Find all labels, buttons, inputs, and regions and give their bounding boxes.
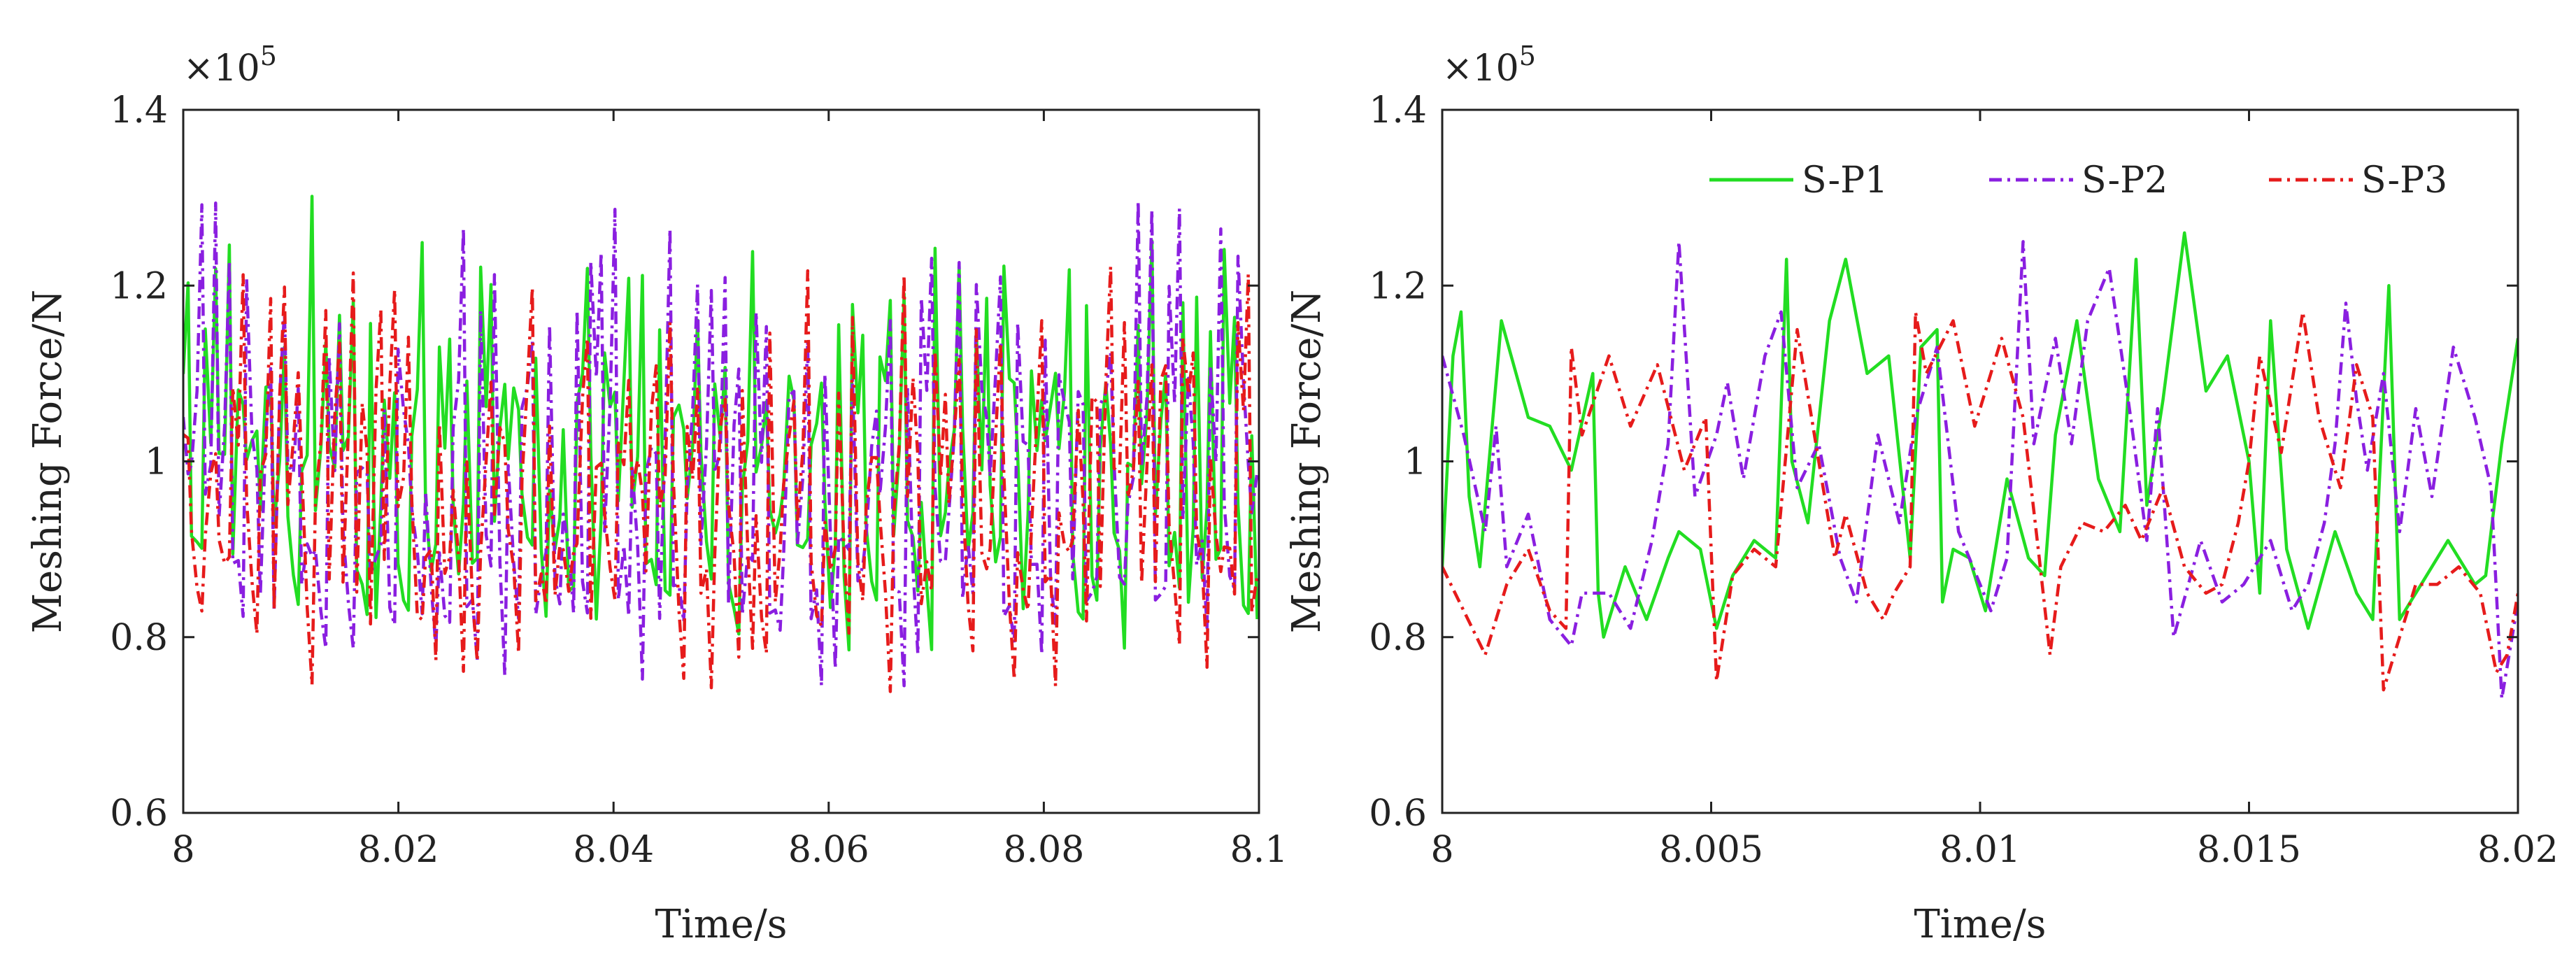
y-tick-label: 1.4 bbox=[1369, 90, 1427, 132]
x-tick-label: 8.1 bbox=[1230, 829, 1288, 871]
x-tick-label: 8.01 bbox=[1940, 829, 2021, 871]
y-tick-label: 0.6 bbox=[1369, 793, 1427, 835]
left-x-ticks: 8 8.02 8.04 8.06 8.08 8.1 bbox=[171, 110, 1288, 871]
right-x-axis-label: Time/s bbox=[1914, 902, 2046, 947]
left-y-exponent: ×105 bbox=[183, 41, 277, 90]
series-line-s-p1 bbox=[1442, 231, 2518, 639]
left-series-layer bbox=[183, 194, 1259, 693]
x-tick-label: 8.005 bbox=[1659, 829, 1763, 871]
right-y-axis-label: Meshing Force/N bbox=[1284, 290, 1330, 634]
series-line-s-p3 bbox=[1442, 310, 2518, 692]
left-y-ticks: 0.6 0.8 1 1.2 1.4 bbox=[110, 90, 1259, 835]
right-x-ticks: 8 8.005 8.01 8.015 8.02 bbox=[1430, 110, 2559, 871]
right-y-ticks: 0.6 0.8 1 1.2 1.4 bbox=[1369, 90, 2518, 835]
y-tick-label: 1 bbox=[1404, 441, 1427, 483]
x-tick-label: 8 bbox=[1430, 829, 1453, 871]
chart-right: 8 8.005 8.01 8.015 8.02 0.6 0.8 1 1.2 1.4 ×105 T… bbox=[1284, 41, 2559, 947]
legend-label-s-p1: S-P1 bbox=[1802, 160, 1888, 201]
y-tick-label: 0.8 bbox=[110, 617, 168, 659]
x-tick-label: 8.06 bbox=[788, 829, 869, 871]
y-tick-label: 1.4 bbox=[110, 90, 168, 132]
x-tick-label: 8.02 bbox=[2477, 829, 2559, 871]
right-y-exponent: ×105 bbox=[1442, 41, 1536, 90]
right-series-layer bbox=[1442, 231, 2518, 700]
y-tick-label: 1.2 bbox=[110, 265, 168, 307]
x-tick-label: 8.02 bbox=[358, 829, 439, 871]
y-tick-label: 1.2 bbox=[1369, 265, 1427, 307]
series-line-s-p3 bbox=[183, 264, 1259, 693]
chart-left: 8 8.02 8.04 8.06 8.08 8.1 0.60.811.21.4 ×105 … bbox=[25, 41, 1288, 947]
y-tick-label: 0.6 bbox=[110, 793, 168, 835]
x-tick-label: 8.04 bbox=[573, 829, 654, 871]
legend-label-s-p2: S-P2 bbox=[2082, 160, 2168, 201]
y-tick-label: 1 bbox=[145, 441, 168, 483]
right-legend: S-P1 S-P2 S-P3 bbox=[1709, 160, 2447, 201]
legend-label-s-p3: S-P3 bbox=[2361, 160, 2447, 201]
x-tick-label: 8 bbox=[171, 829, 194, 871]
y-tick-label: 0.8 bbox=[1369, 617, 1427, 659]
x-tick-label: 8.015 bbox=[2197, 829, 2301, 871]
x-tick-label: 8.08 bbox=[1004, 829, 1085, 871]
series-line-s-p2 bbox=[1442, 240, 2518, 700]
left-y-axis-label: Meshing Force/N bbox=[25, 290, 71, 634]
left-x-axis-label: Time/s bbox=[655, 902, 787, 947]
